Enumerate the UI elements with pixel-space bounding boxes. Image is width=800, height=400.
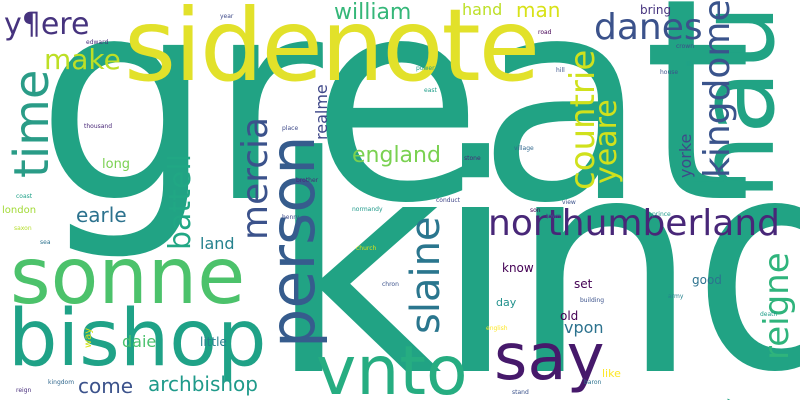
word-way: way <box>83 327 94 348</box>
word-vnto: vnto <box>316 332 468 400</box>
word-normandy: normandy <box>352 206 383 213</box>
word-road: road <box>538 29 552 36</box>
word-hand: hand <box>462 0 503 19</box>
word-day: day <box>496 296 517 309</box>
word-baron: baron <box>584 379 602 386</box>
word-son: son <box>530 207 541 214</box>
word-old: old <box>560 309 579 323</box>
word-danes: danes <box>594 7 703 48</box>
word-place: place <box>282 125 299 132</box>
word-king: king <box>268 93 800 400</box>
word-church: church <box>356 245 377 252</box>
word-stand: stand <box>512 389 529 396</box>
word-henry: henry <box>282 214 300 221</box>
word-long: long <box>102 157 131 172</box>
word-bishop: bishop <box>8 294 267 384</box>
word-crown: crown <box>676 43 695 50</box>
word-building: building <box>580 297 605 304</box>
word-english: english <box>486 325 508 332</box>
word-hill: hill <box>556 67 565 74</box>
word-conduct: conduct <box>436 197 461 204</box>
word-make: make <box>44 43 121 76</box>
word-william: william <box>334 0 412 25</box>
word-chron: chron <box>382 281 399 288</box>
word-good: good <box>692 273 722 287</box>
word-land: land <box>200 234 235 253</box>
word-yeare: yeare <box>589 99 624 184</box>
word-come: come <box>78 374 134 398</box>
word-battell: battell <box>163 153 198 250</box>
word-power: power <box>416 65 435 72</box>
word-northumberland: northumberland <box>488 203 780 244</box>
word-coast: coast <box>16 193 33 200</box>
word-army: army <box>668 293 684 300</box>
word-death: death <box>760 311 778 318</box>
word-prince: prince <box>652 211 671 218</box>
word-little: little <box>200 335 227 349</box>
word-saxon: saxon <box>14 225 32 232</box>
word-kingdome: kingdome <box>697 0 738 178</box>
word-view: view <box>562 199 576 206</box>
word-mercia: mercia <box>235 116 276 240</box>
word-slaine: slaine <box>403 216 449 334</box>
word-year: year <box>220 13 234 20</box>
word-realme: realme <box>312 84 331 140</box>
word-town: town <box>546 213 561 220</box>
word-say: say <box>494 321 605 395</box>
word-england: england <box>352 143 441 168</box>
word-earle: earle <box>76 203 127 227</box>
word-archbishop: archbishop <box>148 372 258 396</box>
word-time: time <box>4 69 60 178</box>
word-bring: bring <box>640 3 672 17</box>
word-set: set <box>574 277 593 291</box>
word-london: london <box>2 205 37 216</box>
word-yuere: y¶ere <box>4 7 90 42</box>
word-reign: reign <box>16 387 32 394</box>
word-edward: edward <box>86 39 109 46</box>
word-yorke: yorke <box>676 133 695 178</box>
word-sidenote: sidenote <box>124 0 540 104</box>
word-lib: lib <box>686 61 694 68</box>
word-brother: brother <box>296 177 319 184</box>
word-know: know <box>502 261 534 275</box>
word-great: great <box>36 0 752 265</box>
word-kingdom: kingdom <box>48 379 75 386</box>
word-reigne: reigne <box>757 252 797 360</box>
word-east: east <box>424 87 437 94</box>
word-sea: sea <box>40 239 51 246</box>
word-thousand: thousand <box>84 123 113 130</box>
word-sonne: sonne <box>10 232 246 322</box>
word-like: like <box>602 367 621 380</box>
word-vpon: vpon <box>564 318 604 337</box>
word-man: man <box>516 0 561 22</box>
word-village: village <box>514 145 534 152</box>
word-daie: daie <box>122 332 157 351</box>
word-stone: stone <box>464 155 481 162</box>
word-house: house <box>660 69 679 76</box>
